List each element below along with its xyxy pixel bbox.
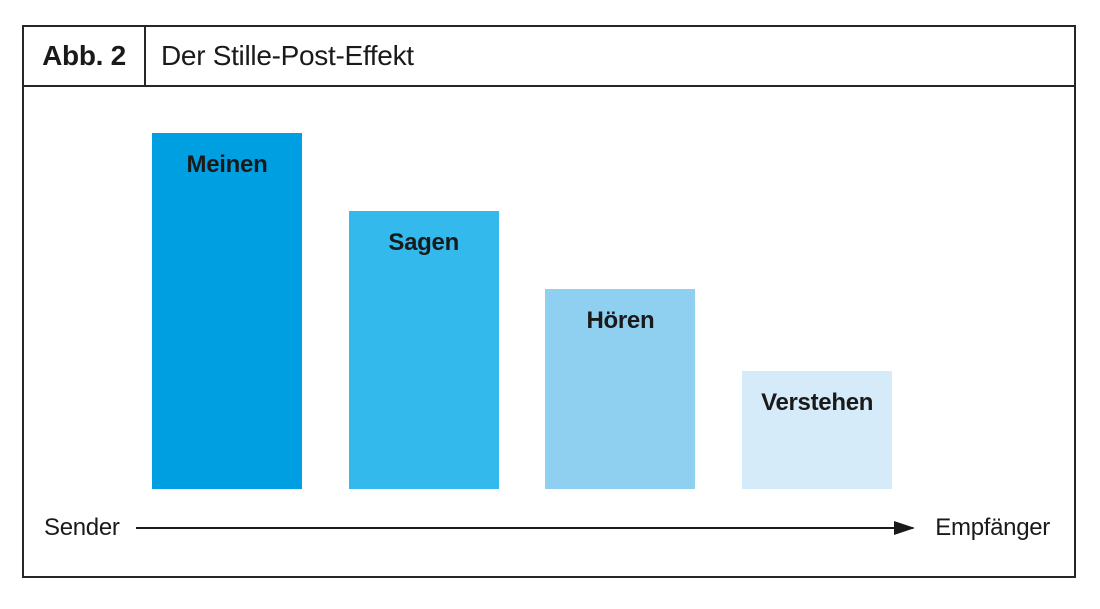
bar-chart: Meinen Sagen Hören Verstehen Sender Empfäng… [24, 89, 1074, 576]
bar-label: Sagen [388, 228, 459, 256]
bar-label: Verstehen [761, 389, 874, 417]
axis-label-empfaenger: Empfänger [935, 514, 1050, 541]
figure-title: Der Stille-Post-Effekt [161, 40, 414, 71]
figure-header: Abb. 2 Der Stille-Post-Effekt [24, 27, 1074, 87]
bar-meinen: Meinen [152, 132, 302, 489]
figure-number-label: Abb. 2 [24, 27, 146, 85]
bar-label: Meinen [186, 150, 268, 178]
figure-frame: Abb. 2 Der Stille-Post-Effekt Meinen Sage… [22, 25, 1076, 578]
x-axis: Sender Empfänger [24, 513, 1074, 543]
bar-verstehen: Verstehen [742, 371, 893, 489]
arrow-right-icon [894, 521, 916, 535]
bar-label: Hören [586, 307, 655, 335]
bar-sagen: Sagen [348, 210, 499, 489]
axis-label-sender: Sender [44, 514, 120, 541]
axis-arrow-line [135, 521, 916, 535]
bar-hren: Hören [545, 289, 696, 489]
